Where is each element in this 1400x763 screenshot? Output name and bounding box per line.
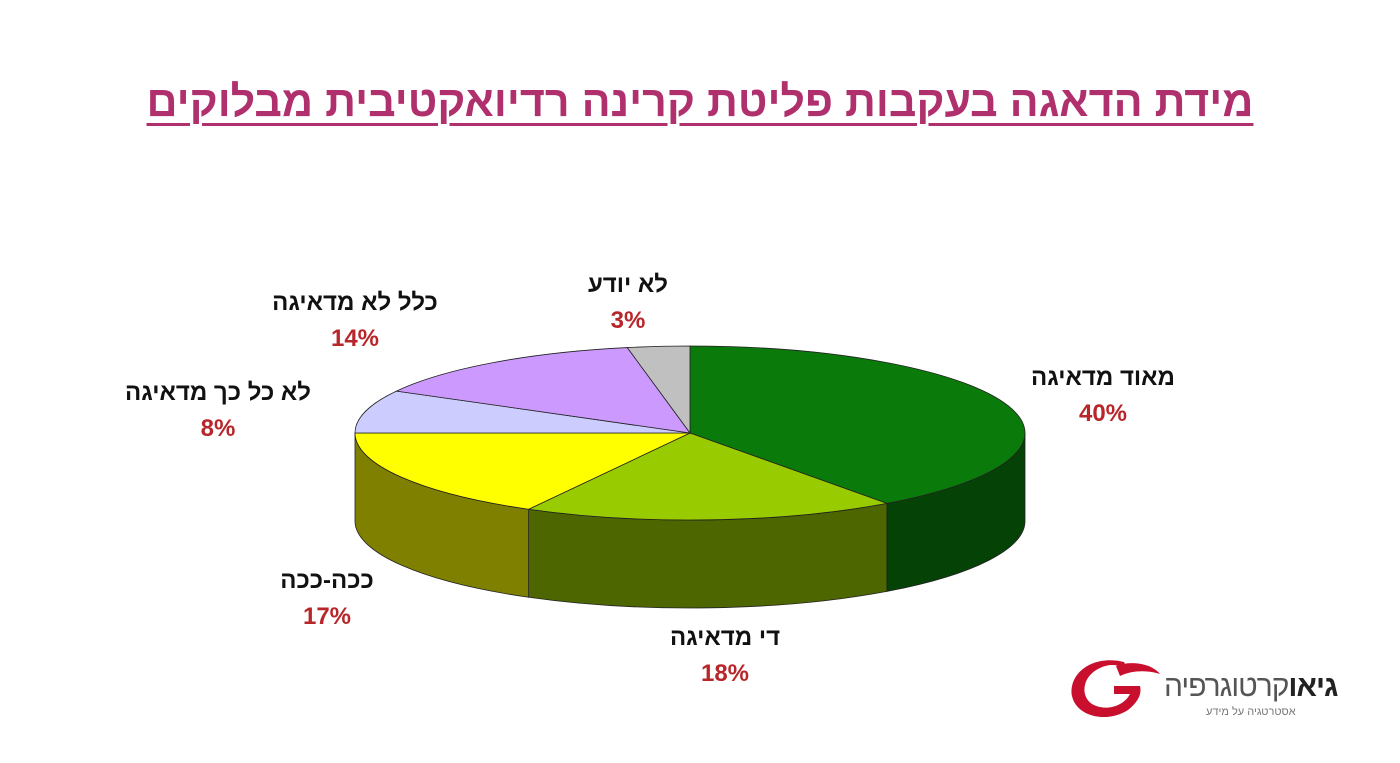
slice-value-3: 8% (201, 415, 236, 442)
slice-value-5: 3% (611, 307, 646, 334)
pie-slice-4 (395, 347, 691, 434)
pie-slice-5 (626, 345, 691, 435)
slice-value-0: 40% (1079, 400, 1127, 427)
company-logo (1071, 660, 1160, 718)
slice-label-4: כלל לא מדאיגה (272, 289, 438, 316)
pie-slices (354, 345, 1026, 521)
slice-value-1: 18% (701, 660, 749, 687)
logo-tagline: אסטרטגיה על מידע (1206, 706, 1296, 718)
logo-wordmark: גיאוקרטוגרפיה (1164, 670, 1338, 703)
logo-swoosh-icon (1071, 660, 1141, 718)
pie-labels: מאוד מדאיגה 40% די מדאיגה 18% ככה-ככה 17% לא כ… (125, 271, 1175, 687)
pie-slice-0 (689, 345, 1026, 504)
slice-label-0: מאוד מדאיגה (1031, 364, 1175, 391)
pie-sides (354, 432, 1026, 609)
slice-label-1: די מדאיגה (670, 624, 780, 651)
slice-value-2: 17% (303, 603, 351, 630)
slice-label-5: לא יודע (588, 271, 668, 298)
slice-label-2: ככה-ככה (280, 567, 374, 594)
slice-value-4: 14% (331, 325, 379, 352)
pie-slice-1 (527, 432, 889, 521)
slice-label-3: לא כל כך מדאיגה (125, 379, 311, 406)
pie-slice-3 (354, 390, 691, 434)
chart-title: מידת הדאגה בעקבות פליטת קרינה רדיואקטיבי… (146, 78, 1254, 126)
pie-slice-2 (354, 432, 691, 510)
